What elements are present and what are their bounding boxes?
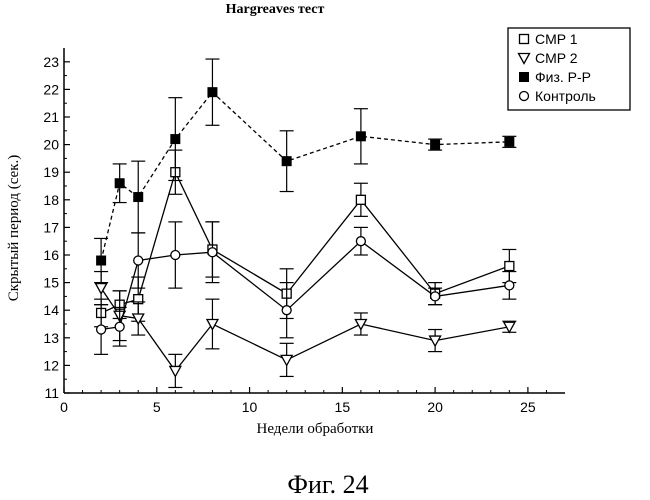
legend: CMP 1 CMP 2 Физ. Р-Р Контроль	[507, 27, 631, 111]
y-tick-label: 18	[43, 192, 59, 208]
x-axis-label: Недели обработки	[257, 421, 374, 437]
data-point	[94, 282, 108, 295]
legend-label: Контроль	[535, 88, 596, 104]
data-point	[95, 324, 107, 335]
data-point	[114, 321, 125, 332]
data-point	[428, 335, 442, 348]
data-point	[281, 156, 292, 167]
data-point	[96, 255, 107, 266]
series-2	[94, 270, 517, 389]
chart-title: Hargreaves тест	[226, 2, 325, 17]
data-point	[504, 136, 515, 147]
data-point	[355, 131, 366, 142]
data-point	[133, 192, 144, 203]
data-point	[281, 305, 292, 316]
legend-marker	[517, 52, 531, 65]
data-point	[205, 318, 220, 331]
y-axis-label: Скрытый период (сек.)	[6, 155, 22, 301]
x-tick-label: 5	[153, 399, 161, 415]
figure-caption: Фиг. 24	[287, 470, 368, 499]
y-tick-label: 23	[43, 54, 59, 70]
axes	[63, 48, 565, 394]
x-tick-label: 0	[60, 399, 68, 415]
series-line	[100, 287, 510, 372]
data-point	[502, 321, 516, 334]
data-point	[114, 178, 125, 189]
y-tick-label: 19	[43, 164, 59, 180]
y-tick-label: 12	[43, 357, 59, 373]
plot-area	[94, 58, 517, 389]
data-point	[504, 260, 515, 272]
x-tick-label: 20	[427, 399, 443, 415]
legend-marker	[518, 90, 530, 102]
legend-label: CMP 1	[535, 31, 578, 47]
y-tick-label: 22	[43, 81, 59, 97]
y-tick-label: 20	[43, 137, 59, 153]
legend-label: Физ. Р-Р	[535, 69, 591, 85]
x-tick-label: 15	[335, 399, 351, 415]
y-tick-label: 13	[43, 330, 59, 346]
series-line	[100, 91, 510, 261]
data-point	[131, 313, 145, 326]
series-4	[94, 221, 517, 355]
y-tick-label: 15	[43, 275, 59, 291]
legend-label: CMP 2	[535, 50, 578, 66]
data-point	[207, 247, 218, 258]
data-point	[430, 139, 441, 150]
data-point	[504, 280, 515, 291]
x-tick-label: 25	[520, 399, 536, 415]
data-point	[133, 255, 144, 266]
series-3	[94, 58, 517, 284]
data-point	[280, 354, 294, 367]
data-point	[170, 134, 181, 145]
data-point	[354, 318, 368, 331]
series-line	[100, 170, 510, 314]
data-point	[355, 236, 367, 247]
series-line	[101, 240, 510, 331]
y-tick-label: 11	[44, 385, 59, 401]
legend-marker	[519, 72, 529, 82]
data-point	[168, 365, 182, 378]
x-tick-label: 10	[242, 399, 258, 415]
data-point	[355, 194, 367, 205]
y-tick-label: 16	[43, 247, 59, 263]
y-tick-label: 14	[43, 302, 59, 318]
ticks: 0 5 10 15 20 25 11 12 13 14 15 16 17 18 19 20 21 22 23	[43, 54, 547, 415]
data-point	[207, 87, 218, 98]
y-tick-label: 21	[43, 109, 59, 125]
legend-marker	[518, 33, 530, 45]
data-point	[170, 249, 181, 261]
data-point	[429, 291, 441, 302]
y-tick-label: 17	[43, 219, 59, 235]
series-1	[94, 149, 517, 328]
